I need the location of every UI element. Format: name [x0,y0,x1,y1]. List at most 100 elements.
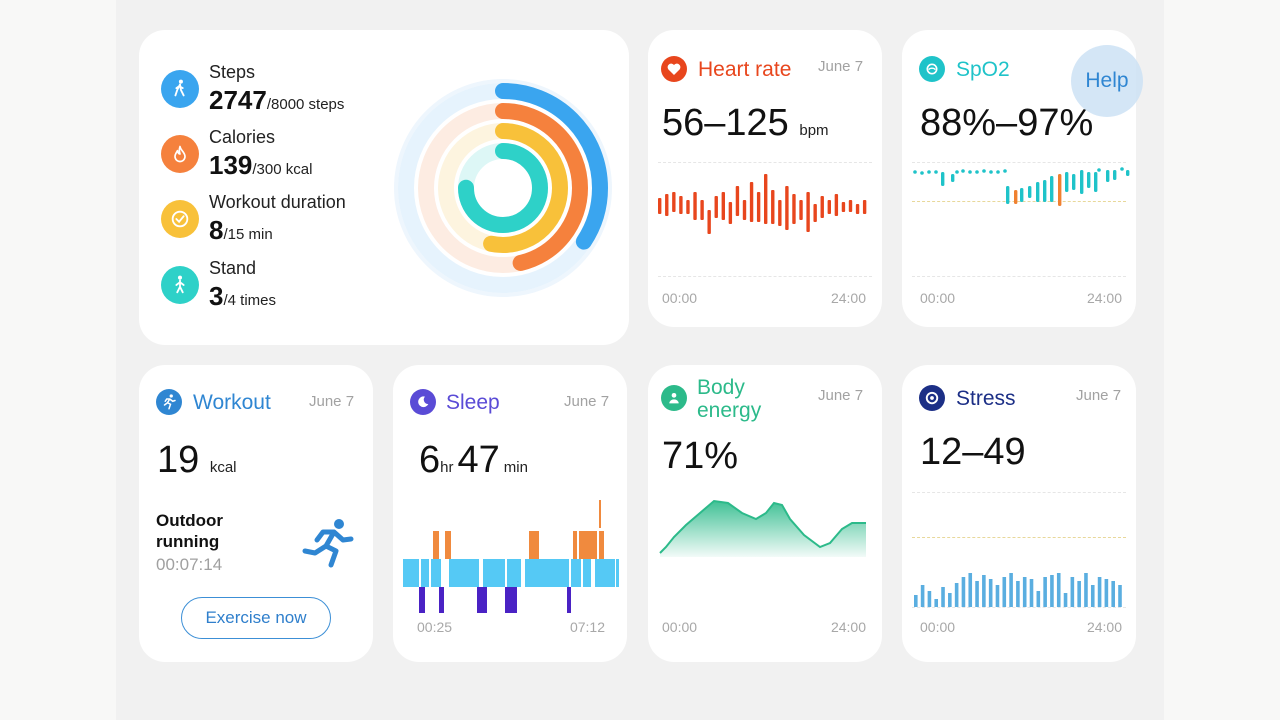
spo2-bar [941,172,945,186]
stress-bar [1056,573,1061,607]
stress-bar [961,577,966,607]
stress-bar [968,573,973,607]
stress-bar [1097,577,1102,607]
body-energy-value: 71% [662,435,739,477]
spo2-bar [1043,180,1047,202]
stress-chart [914,573,1122,607]
body-energy-card[interactable]: Body energy June 7 71% 00:00 24:00 [648,365,882,662]
stress-bar [1118,585,1122,607]
stress-bar [1043,577,1047,607]
spo2-point [1120,167,1124,171]
stress-bar [995,585,1000,607]
sleep-deep-segment [439,587,444,613]
activity-rings-card[interactable]: Steps 2747/8000 steps Calories 139/300 k… [139,30,629,345]
heart-rate-bar [742,200,747,220]
stress-bar [954,583,959,607]
heart-rate-bar [820,196,824,218]
spo2-bar [951,174,955,182]
heart-rate-bar [813,204,817,222]
stress-card[interactable]: Stress June 7 12–49 00:00 24:00 [902,365,1136,662]
stress-bar [1022,577,1027,607]
activity-rings [394,79,612,297]
sleep-light-segment [403,559,419,587]
heart-rate-card[interactable]: Heart rate June 7 56–125 bpm 00:00 24:00 [648,30,882,327]
sleep-light-segment [595,559,601,587]
sleep-awake-segment [599,531,604,559]
stress-bar [1050,575,1054,607]
sleep-duration-value: 6hr 47 min [419,439,528,481]
stress-bar [1070,577,1075,607]
stress-date: June 7 [1076,387,1122,404]
heart-rate-bar [693,192,697,220]
stress-bar [1036,591,1041,607]
sleep-light-segment [421,559,429,587]
spo2-point [1003,169,1007,173]
heart-icon [661,56,687,82]
spo2-point [913,170,917,174]
stand-value: 3/4 times [209,281,276,311]
heart-rate-bar [855,204,860,214]
steps-value: 2747/8000 steps [209,85,345,115]
sleep-light-segment [507,559,521,587]
spo2-bar [1080,170,1084,194]
sleep-light-segment [431,559,441,587]
heart-rate-chart [658,174,867,234]
body-energy-area [660,501,866,557]
spo2-point [955,170,959,174]
spo2-title: SpO2 [956,58,1010,81]
spo2-bar [1006,186,1010,204]
stress-bar [1084,573,1088,607]
spo2-chart [913,167,1130,206]
sleep-light-segment [525,559,539,587]
stress-bar [934,599,939,607]
stress-axis-start: 00:00 [920,619,956,635]
workout-duration: 00:07:14 [156,555,223,574]
body-energy-chart [659,499,866,557]
workout-activity-name: Outdoor running [156,511,224,551]
workout-card[interactable]: Workout June 7 19 kcal Outdoor running 0… [139,365,373,662]
exercise-now-button[interactable]: Exercise now [181,597,331,639]
stress-title: Stress [956,387,1016,410]
body-energy-axis-end: 24:00 [830,619,866,635]
heart-rate-title: Heart rate [698,58,792,81]
heart-rate-value: 56–125 bpm [662,102,829,144]
heart-rate-bar [700,200,704,220]
running-icon [302,519,354,568]
stress-icon [919,385,945,411]
sleep-card[interactable]: Sleep June 7 6hr 47 min 00:25 07:12 [393,365,627,662]
spo2-point [975,170,979,174]
sleep-light-segment [601,559,611,587]
spo2-bar [1072,174,1076,190]
spo2-bar [1087,172,1091,188]
sleep-deep-segment [505,587,517,613]
workout-duration-label: Workout duration [209,192,346,212]
ring-progress-stand [458,143,548,233]
heart-rate-bar [721,192,725,220]
stress-bar [1111,581,1115,607]
workout-date: June 7 [309,393,355,410]
stress-gridline-bottom [912,607,1126,608]
spo2-point [961,169,965,173]
heart-rate-bar [658,198,662,214]
spo2-axis-start: 00:00 [920,290,956,306]
stress-gridline-top [912,492,1126,493]
stress-bar [1002,577,1007,607]
spo2-axis-end: 24:00 [1086,290,1122,306]
heart-rate-bar [686,200,690,214]
spo2-point [1097,168,1101,172]
heart-rate-bar [665,194,669,216]
spo2-gridline-bottom [912,276,1126,277]
sleep-light-segment [611,559,615,587]
heart-rate-bar [728,202,733,224]
heart-rate-bar [806,192,810,232]
sleep-awake-segment [573,531,577,559]
clock-icon [161,200,199,238]
spo2-point [927,170,931,174]
help-button[interactable]: Help [1071,45,1143,117]
spo2-bar [1126,170,1130,176]
heart-rate-bar [778,200,782,226]
stress-bar [1016,581,1020,607]
sleep-axis-end: 07:12 [569,619,605,635]
steps-label: Steps [209,62,256,82]
sleep-axis-start: 00:25 [417,619,453,635]
